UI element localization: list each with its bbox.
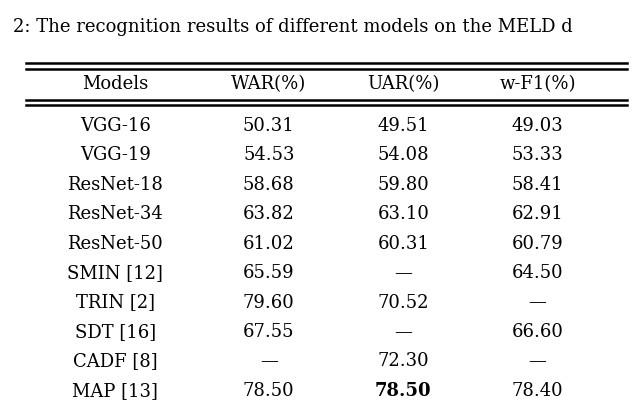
Text: 65.59: 65.59 <box>243 264 294 282</box>
Text: —: — <box>394 264 412 282</box>
Text: 67.55: 67.55 <box>243 323 294 341</box>
Text: WAR(%): WAR(%) <box>231 75 307 93</box>
Text: SDT [16]: SDT [16] <box>75 323 156 341</box>
Text: CADF [8]: CADF [8] <box>73 353 157 371</box>
Text: MAP [13]: MAP [13] <box>72 382 158 400</box>
Text: 66.60: 66.60 <box>511 323 564 341</box>
Text: 54.08: 54.08 <box>378 146 429 164</box>
Text: 63.10: 63.10 <box>377 205 429 223</box>
Text: 2: The recognition results of different models on the MELD d: 2: The recognition results of different … <box>13 18 573 36</box>
Text: 58.68: 58.68 <box>243 176 294 194</box>
Text: 62.91: 62.91 <box>512 205 563 223</box>
Text: 49.51: 49.51 <box>378 117 429 135</box>
Text: UAR(%): UAR(%) <box>367 75 440 93</box>
Text: 53.33: 53.33 <box>512 146 563 164</box>
Text: —: — <box>529 353 547 371</box>
Text: 64.50: 64.50 <box>512 264 563 282</box>
Text: 78.40: 78.40 <box>512 382 563 400</box>
Text: SMIN [12]: SMIN [12] <box>67 264 163 282</box>
Text: TRIN [2]: TRIN [2] <box>76 294 155 312</box>
Text: 63.82: 63.82 <box>243 205 294 223</box>
Text: ResNet-18: ResNet-18 <box>67 176 163 194</box>
Text: 60.79: 60.79 <box>512 235 563 253</box>
Text: 61.02: 61.02 <box>243 235 294 253</box>
Text: —: — <box>260 353 278 371</box>
Text: 72.30: 72.30 <box>378 353 429 371</box>
Text: w-F1(%): w-F1(%) <box>499 75 576 93</box>
Text: 59.80: 59.80 <box>378 176 429 194</box>
Text: VGG-19: VGG-19 <box>80 146 150 164</box>
Text: 78.50: 78.50 <box>243 382 294 400</box>
Text: 78.50: 78.50 <box>375 382 431 400</box>
Text: 54.53: 54.53 <box>243 146 294 164</box>
Text: 70.52: 70.52 <box>378 294 429 312</box>
Text: 79.60: 79.60 <box>243 294 294 312</box>
Text: —: — <box>529 294 547 312</box>
Text: VGG-16: VGG-16 <box>80 117 150 135</box>
Text: —: — <box>394 323 412 341</box>
Text: Models: Models <box>82 75 148 93</box>
Text: 58.41: 58.41 <box>512 176 563 194</box>
Text: ResNet-34: ResNet-34 <box>67 205 163 223</box>
Text: ResNet-50: ResNet-50 <box>67 235 163 253</box>
Text: 49.03: 49.03 <box>512 117 563 135</box>
Text: 60.31: 60.31 <box>377 235 429 253</box>
Text: 50.31: 50.31 <box>243 117 294 135</box>
